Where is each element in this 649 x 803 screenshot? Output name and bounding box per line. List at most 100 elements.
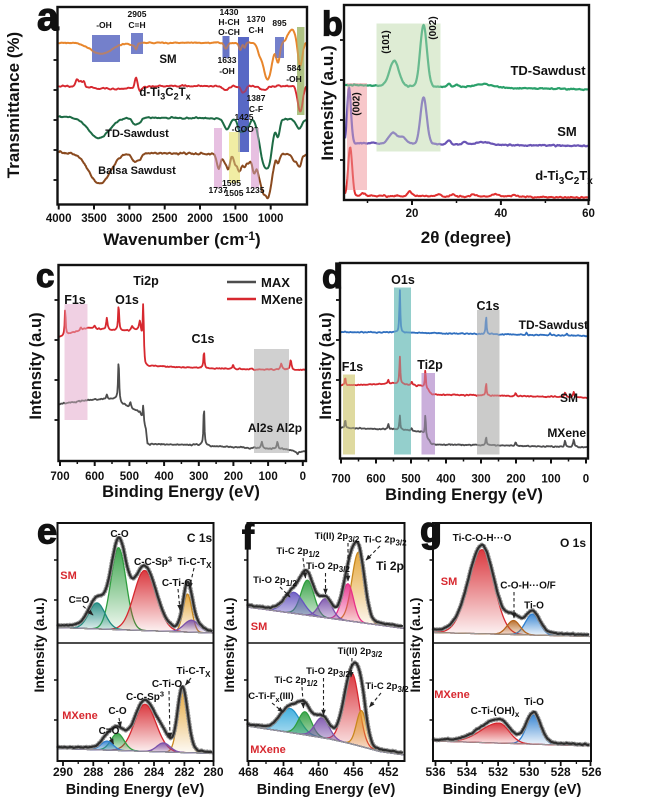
svg-text:286: 286	[114, 765, 134, 779]
svg-text:C-Ti-(OH)x​: C-Ti-(OH)x​	[471, 706, 520, 719]
svg-text:3000: 3000	[117, 213, 143, 225]
svg-text:-OH: -OH	[96, 20, 112, 30]
svg-text:-OH: -OH	[219, 66, 235, 76]
svg-text:C-C-Sp3: C-C-Sp3	[126, 690, 164, 704]
svg-text:Intensity (a.u.): Intensity (a.u.)	[221, 598, 237, 693]
svg-text:2θ (degree): 2θ (degree)	[421, 228, 511, 247]
svg-text:g: g	[420, 509, 442, 550]
svg-text:f: f	[242, 516, 255, 557]
svg-text:Intensity (a.u.): Intensity (a.u.)	[407, 598, 423, 693]
svg-text:C-Ti-Fx​(III): C-Ti-Fx​(III)	[248, 691, 293, 704]
svg-text:H-CH: H-CH	[218, 17, 239, 27]
svg-text:500: 500	[401, 474, 420, 486]
svg-text:0: 0	[583, 474, 589, 486]
svg-text:c: c	[36, 257, 54, 294]
svg-text:C-Ti-O: C-Ti-O	[152, 679, 183, 690]
svg-text:1505: 1505	[225, 188, 244, 198]
svg-text:456: 456	[343, 765, 363, 779]
svg-text:536: 536	[425, 765, 445, 779]
svg-text:1235: 1235	[246, 185, 265, 195]
svg-text:Ti-C 2p1/2​: Ti-C 2p1/2​	[276, 546, 320, 559]
svg-text:SM: SM	[560, 391, 578, 405]
svg-text:Transmittance (%): Transmittance (%)	[4, 32, 23, 178]
svg-text:(002): (002)	[428, 16, 439, 39]
svg-text:100: 100	[541, 474, 560, 486]
svg-text:SM: SM	[159, 54, 176, 66]
svg-text:Ti2p: Ti2p	[133, 274, 159, 288]
svg-text:C-O: C-O	[108, 706, 127, 717]
svg-text:Ti(II) 2p3/2​: Ti(II) 2p3/2​	[338, 646, 383, 659]
svg-text:280: 280	[203, 765, 223, 779]
svg-text:O 1s: O 1s	[560, 536, 586, 550]
svg-text:C-C-Sp3: C-C-Sp3	[134, 555, 172, 569]
svg-text:1000: 1000	[258, 213, 284, 225]
svg-text:SM: SM	[251, 621, 268, 633]
svg-text:d-Ti3​C2​Tx​: d-Ti3​C2​Tx​	[535, 168, 593, 187]
svg-text:Binding Energy (eV): Binding Energy (eV)	[66, 782, 205, 798]
svg-text:526: 526	[581, 765, 601, 779]
svg-text:a: a	[37, 0, 59, 39]
svg-text:464: 464	[273, 765, 293, 779]
svg-text:MXene: MXene	[547, 426, 586, 440]
svg-text:F1s: F1s	[64, 293, 86, 307]
svg-text:C-Ti-O: C-Ti-O	[162, 578, 193, 589]
svg-text:C1s: C1s	[192, 332, 215, 346]
svg-text:1370: 1370	[247, 14, 266, 24]
svg-text:b: b	[322, 6, 343, 44]
svg-text:C-O: C-O	[110, 529, 129, 540]
svg-text:d: d	[322, 258, 343, 296]
svg-text:Ti-O: Ti-O	[524, 697, 544, 708]
svg-text:C 1s: C 1s	[187, 531, 213, 545]
svg-text:60: 60	[582, 208, 595, 220]
svg-text:2000: 2000	[187, 213, 213, 225]
svg-text:MAX: MAX	[261, 275, 290, 290]
svg-text:C-F: C-F	[249, 104, 263, 114]
svg-text:1633: 1633	[218, 55, 237, 65]
svg-text:Intensity (a.u): Intensity (a.u)	[317, 312, 335, 419]
svg-text:C1s: C1s	[477, 299, 500, 313]
svg-text:288: 288	[83, 765, 103, 779]
svg-text:TD-Sawdust: TD-Sawdust	[519, 318, 588, 332]
svg-text:Ti-C 2p3/2​: Ti-C 2p3/2​	[365, 681, 409, 694]
svg-text:-COO⁻: -COO⁻	[232, 124, 259, 134]
svg-text:Wavenumber (cm-1): Wavenumber (cm-1)	[103, 229, 260, 249]
svg-text:Ti-C-TX​: Ti-C-TX​	[177, 557, 212, 570]
svg-text:600: 600	[85, 471, 104, 483]
svg-text:452: 452	[378, 765, 398, 779]
svg-text:1595: 1595	[222, 178, 241, 188]
svg-text:O-CH: O-CH	[218, 27, 240, 37]
svg-text:-OH: -OH	[286, 74, 302, 84]
svg-text:584: 584	[287, 63, 301, 73]
svg-text:SM: SM	[441, 576, 458, 588]
svg-text:Binding Energy (eV): Binding Energy (eV)	[257, 782, 396, 798]
svg-text:Binding Energy (eV): Binding Energy (eV)	[443, 782, 582, 798]
svg-text:1500: 1500	[223, 213, 249, 225]
svg-text:(002): (002)	[352, 92, 363, 115]
svg-text:C=H: C=H	[128, 20, 145, 30]
svg-text:Ti2p: Ti2p	[417, 358, 443, 372]
svg-text:530: 530	[519, 765, 539, 779]
svg-text:300: 300	[189, 471, 208, 483]
svg-text:1425: 1425	[235, 112, 254, 122]
svg-text:O1s: O1s	[115, 293, 139, 307]
svg-text:Binding Energy (eV): Binding Energy (eV)	[385, 486, 543, 504]
svg-text:282: 282	[174, 765, 194, 779]
svg-text:Ti-O 2p3/2​: Ti-O 2p3/2​	[306, 666, 350, 679]
svg-text:TD-Sawdust: TD-Sawdust	[105, 128, 169, 140]
svg-text:Intensity (a.u): Intensity (a.u)	[27, 312, 45, 419]
svg-text:SM: SM	[60, 570, 77, 582]
svg-text:Ti-O 2p3/2​: Ti-O 2p3/2​	[306, 561, 350, 574]
svg-text:MXene: MXene	[250, 744, 285, 756]
svg-text:d-Ti3​C2​Tx​: d-Ti3​C2​Tx​	[139, 87, 190, 101]
svg-text:O1s: O1s	[391, 273, 415, 287]
svg-text:C=O: C=O	[69, 595, 90, 606]
svg-text:528: 528	[551, 765, 571, 779]
svg-text:600: 600	[366, 474, 385, 486]
svg-text:Ti-C 2p1/2​: Ti-C 2p1/2​	[274, 675, 318, 688]
svg-text:SM: SM	[557, 124, 577, 139]
svg-text:532: 532	[488, 765, 508, 779]
svg-text:700: 700	[50, 471, 69, 483]
svg-text:Al2s Al2p: Al2s Al2p	[248, 421, 302, 435]
svg-text:4000: 4000	[46, 213, 72, 225]
svg-text:e: e	[37, 511, 57, 552]
